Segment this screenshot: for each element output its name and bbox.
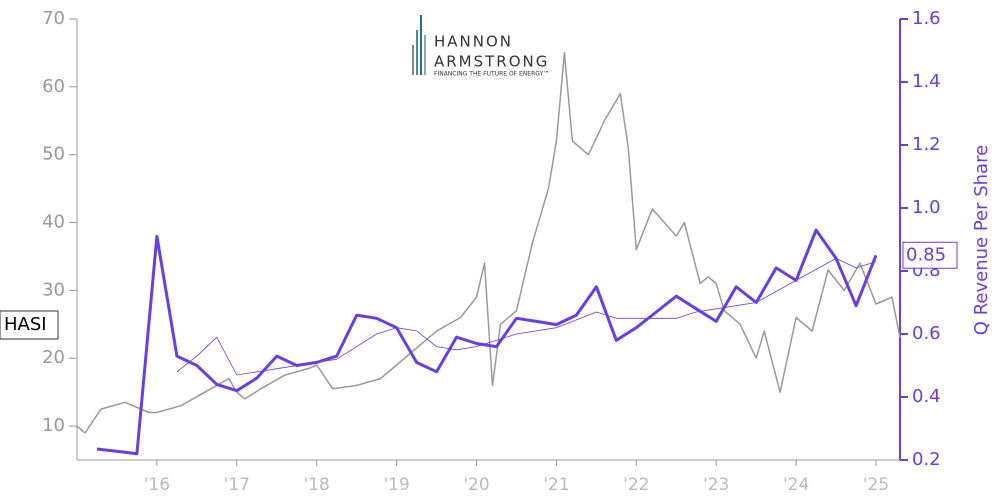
x-tick-label: '23 xyxy=(703,475,729,495)
y2-axis-title: Q Revenue Per Share xyxy=(971,145,992,335)
logo-text: ARMSTRONG xyxy=(434,53,549,71)
x-tick-label: '22 xyxy=(623,475,649,495)
y-tick-label: 70 xyxy=(42,8,65,29)
ticker-text: HASI xyxy=(4,314,47,335)
series-line xyxy=(176,258,877,376)
series-line xyxy=(96,228,878,456)
y2-tick-label: 0.2 xyxy=(912,449,941,470)
x-tick-label: '19 xyxy=(383,475,409,495)
ticker-box xyxy=(0,310,59,340)
logo-bar xyxy=(420,15,422,75)
ticker-label: HASI xyxy=(0,310,59,340)
x-tick-label: '25 xyxy=(863,475,889,495)
y2-tick-label: 1.2 xyxy=(912,134,941,155)
last-value-text: 0.85 xyxy=(906,244,946,265)
x-tick-label: '24 xyxy=(783,475,809,495)
logo-bar xyxy=(416,30,418,75)
logo-bar xyxy=(424,35,426,75)
y-tick-label: 50 xyxy=(42,144,65,165)
x-tick-label: '18 xyxy=(304,475,330,495)
y2-tick-label: 1.0 xyxy=(912,197,941,218)
last-value-box xyxy=(902,241,958,269)
y-tick-label: 30 xyxy=(42,279,65,300)
y-tick-label: 20 xyxy=(42,347,65,368)
logo-tagline: FINANCING THE FUTURE OF ENERGY™ xyxy=(434,71,549,78)
x-tick-label: '20 xyxy=(463,475,489,495)
series-line xyxy=(76,52,901,434)
last-value-label: 0.85 xyxy=(902,241,958,269)
y2-tick-label: 1.4 xyxy=(912,71,941,92)
logo-text: HANNON xyxy=(434,33,513,51)
y-tick-label: 60 xyxy=(42,76,65,97)
y2-tick-label: 1.6 xyxy=(912,8,941,29)
logo-bar xyxy=(412,45,414,75)
x-tick-label: '17 xyxy=(224,475,250,495)
logo: HANNON ARMSTRONG FINANCING THE FUTURE OF… xyxy=(412,15,549,78)
y2-tick-label: 0.4 xyxy=(912,386,941,407)
x-tick-label: '16 xyxy=(144,475,170,495)
x-tick-label: '21 xyxy=(543,475,569,495)
y-tick-label: 40 xyxy=(42,212,65,233)
y-tick-label: 10 xyxy=(42,415,65,436)
y2-tick-label: 0.6 xyxy=(912,323,941,344)
